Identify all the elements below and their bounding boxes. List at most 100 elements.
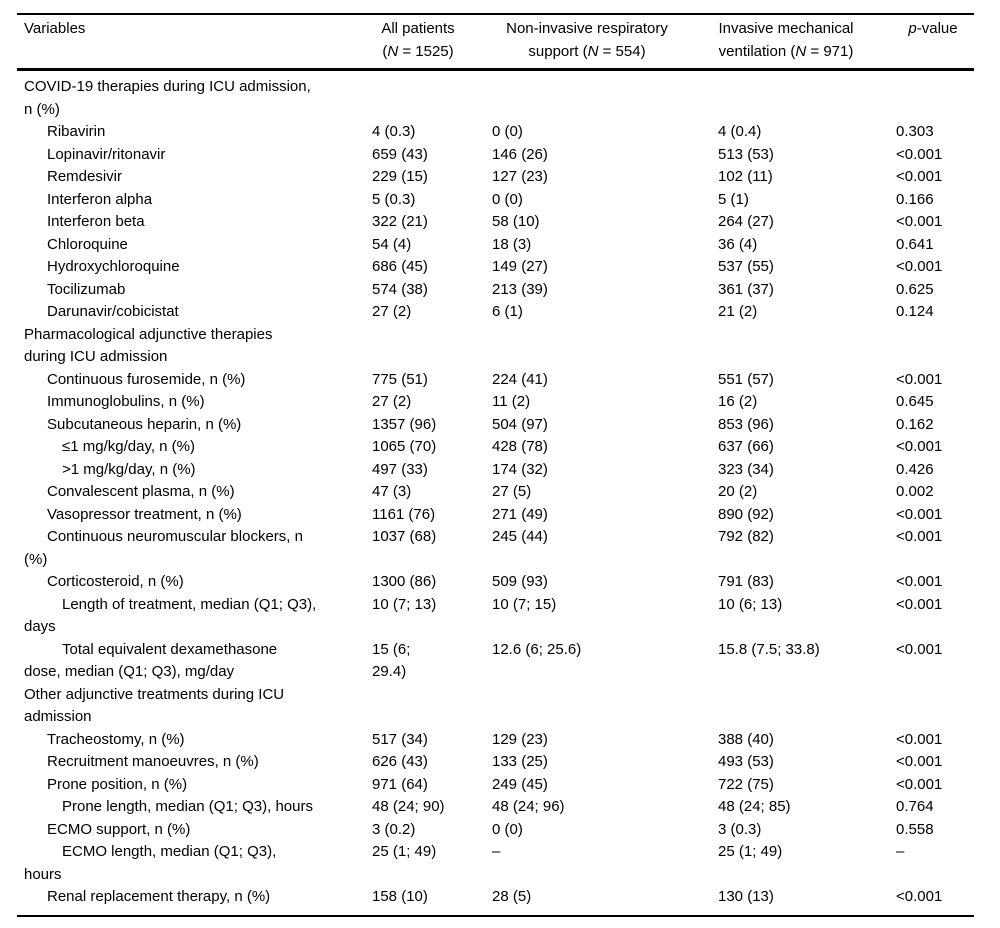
- cell-invasive: 792 (82): [718, 528, 774, 545]
- row-ribavirin: Ribavirin 4 (0.3) 0 (0) 4 (0.4) 0.303: [17, 121, 974, 144]
- cell-p-value: 0.764: [896, 798, 934, 815]
- cell-non-invasive: 428 (78): [492, 438, 548, 455]
- column-header-variables: Variables: [17, 14, 362, 71]
- row-chloroquine: Chloroquine 54 (4) 18 (3) 36 (4) 0.641: [17, 234, 974, 257]
- cell-p-value: 0.166: [896, 190, 934, 208]
- header-line1: All patients: [381, 20, 455, 37]
- row-heparin-le-1mg: ≤1 mg/kg/day, n (%) 1065 (70) 428 (78) 6…: [17, 436, 974, 459]
- cell-non-invasive: 509 (93): [492, 573, 548, 590]
- cell-invasive: 48 (24; 85): [718, 798, 791, 815]
- row-tracheostomy: Tracheostomy, n (%) 517 (34) 129 (23) 38…: [17, 729, 974, 752]
- cell-non-invasive: 12.6 (6; 25.6): [492, 640, 582, 658]
- cell-non-invasive: 245 (44): [492, 528, 548, 545]
- row-vasopressor-treatment: Vasopressor treatment, n (%) 1161 (76) 2…: [17, 504, 974, 527]
- cell-p-value: –: [896, 843, 905, 860]
- row-dexamethasone-dose: Total equivalent dexamethasone dose, med…: [17, 639, 974, 684]
- row-prone-position: Prone position, n (%) 971 (64) 249 (45) …: [17, 774, 974, 797]
- cell-p-value: 0.124: [896, 303, 934, 320]
- cell-p-value: 0.303: [896, 123, 934, 140]
- cell-invasive: 4 (0.4): [718, 123, 762, 140]
- cell-invasive: [700, 684, 872, 729]
- cell-all-patients: [362, 70, 474, 122]
- header-paren: (: [382, 42, 388, 60]
- row-label: Continuous neuromuscular blockers, n (%): [24, 528, 303, 568]
- row-label: Renal replacement therapy, n (%): [47, 888, 271, 905]
- cell-p-value: <0.001: [896, 640, 943, 658]
- italic-n: N: [795, 42, 807, 60]
- row-label: Lopinavir/ritonavir: [47, 145, 166, 163]
- cell-non-invasive: 133 (25): [492, 753, 548, 770]
- cell-non-invasive: 249 (45): [492, 775, 548, 793]
- row-label: Interferon beta: [47, 213, 145, 230]
- row-label: Remdesivir: [47, 168, 123, 185]
- row-label: Immunoglobulins, n (%): [47, 393, 205, 410]
- cell-p-value: <0.001: [896, 888, 943, 905]
- cell-all-patients: 322 (21): [372, 213, 428, 230]
- column-header-invasive-ventilation: Invasive mechanical ventilation (N = 971): [700, 14, 872, 71]
- cell-invasive: 722 (75): [718, 775, 774, 793]
- data-table: Variables All patients (N = 1525) Non-inv…: [17, 13, 974, 917]
- cell-p-value: 0.645: [896, 393, 934, 410]
- cell-invasive: 890 (92): [718, 505, 774, 523]
- cell-invasive: 130 (13): [718, 888, 774, 905]
- section-other-adjunctive: Other adjunctive treatments during ICU a…: [17, 684, 974, 729]
- clinical-therapies-table: Variables All patients (N = 1525) Non-inv…: [17, 13, 974, 917]
- row-label: Continuous furosemide, n (%): [47, 370, 246, 388]
- cell-non-invasive: 127 (23): [492, 168, 548, 185]
- row-continuous-furosemide: Continuous furosemide, n (%) 775 (51) 22…: [17, 369, 974, 392]
- cell-p-value: [872, 684, 974, 729]
- cell-all-patients: 5 (0.3): [372, 190, 416, 208]
- cell-p-value: <0.001: [896, 168, 943, 185]
- row-label: Hydroxychloroquine: [47, 258, 180, 275]
- row-hydroxychloroquine: Hydroxychloroquine 686 (45) 149 (27) 537…: [17, 256, 974, 279]
- cell-p-value: [872, 70, 974, 122]
- cell-all-patients: 25 (1; 49): [372, 843, 437, 860]
- cell-p-value: <0.001: [896, 505, 943, 523]
- row-label: ECMO length, median (Q1; Q3), hours: [24, 843, 277, 883]
- cell-invasive: 15.8 (7.5; 33.8): [718, 640, 820, 658]
- cell-non-invasive: [474, 70, 700, 122]
- cell-non-invasive: 48 (24; 96): [492, 798, 565, 815]
- cell-non-invasive: 28 (5): [492, 888, 532, 905]
- cell-non-invasive: 213 (39): [492, 280, 548, 298]
- row-label: Tracheostomy, n (%): [47, 730, 185, 748]
- cell-p-value: <0.001: [896, 213, 943, 230]
- cell-all-patients: [362, 324, 474, 369]
- cell-non-invasive: 27 (5): [492, 483, 532, 500]
- row-label: Ribavirin: [47, 123, 106, 140]
- row-interferon-alpha: Interferon alpha 5 (0.3) 0 (0) 5 (1) 0.1…: [17, 189, 974, 212]
- cell-all-patients: 10 (7; 13): [372, 595, 437, 613]
- cell-non-invasive: [474, 324, 700, 369]
- header-count: = 1525): [398, 42, 454, 60]
- row-recruitment-manoeuvres: Recruitment manoeuvres, n (%) 626 (43) 1…: [17, 751, 974, 774]
- cell-invasive: 791 (83): [718, 573, 774, 590]
- cell-all-patients: 229 (15): [372, 168, 428, 185]
- row-label: Darunavir/cobicistat: [47, 303, 179, 320]
- cell-p-value: <0.001: [896, 753, 943, 770]
- cell-all-patients: 686 (45): [372, 258, 428, 275]
- row-label: Chloroquine: [47, 235, 128, 253]
- cell-all-patients: 574 (38): [372, 280, 428, 298]
- cell-p-value: [872, 324, 974, 369]
- row-label: Interferon alpha: [47, 190, 153, 208]
- cell-invasive: 853 (96): [718, 415, 774, 433]
- cell-all-patients: [362, 684, 474, 729]
- cell-non-invasive: 0 (0): [492, 123, 523, 140]
- cell-p-value: <0.001: [896, 438, 943, 455]
- section-label: COVID-19 therapies during ICU admission,…: [24, 78, 311, 118]
- row-prone-length: Prone length, median (Q1; Q3), hours 48 …: [17, 796, 974, 819]
- cell-non-invasive: 224 (41): [492, 370, 548, 388]
- header-line2-pre: support (: [528, 42, 588, 60]
- cell-non-invasive: 129 (23): [492, 730, 548, 748]
- cell-non-invasive: 18 (3): [492, 235, 532, 253]
- cell-non-invasive: [474, 684, 700, 729]
- cell-p-value: 0.162: [896, 415, 934, 433]
- cell-invasive: 513 (53): [718, 145, 774, 163]
- row-label: Corticosteroid, n (%): [47, 573, 184, 590]
- cell-p-value: <0.001: [896, 775, 943, 793]
- cell-invasive: 493 (53): [718, 753, 774, 770]
- row-lopinavir-ritonavir: Lopinavir/ritonavir 659 (43) 146 (26) 51…: [17, 144, 974, 167]
- cell-all-patients: 1357 (96): [372, 415, 437, 433]
- cell-all-patients: 1065 (70): [372, 438, 437, 455]
- cell-all-patients: 659 (43): [372, 145, 428, 163]
